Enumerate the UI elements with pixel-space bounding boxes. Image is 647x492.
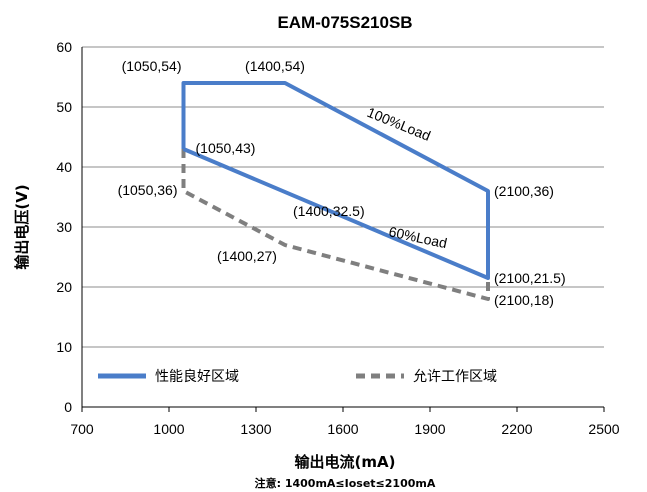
- x-tick-label: 1000: [153, 421, 184, 437]
- legend: 性能良好区域 允许工作区域: [98, 369, 497, 385]
- axes: [81, 47, 605, 412]
- point-annotation: (1050,54): [122, 58, 182, 74]
- y-tick-label: 0: [64, 399, 72, 415]
- legend-label-allowed: 允许工作区域: [413, 369, 497, 385]
- chart-note: 注意: 1400mA≤Ioset≤2100mA: [255, 476, 436, 490]
- y-tick-label: 40: [56, 159, 72, 175]
- series-lines: [181, 81, 490, 301]
- series-line-good-area: [181, 81, 490, 280]
- x-axis-label: 输出电流(mA): [295, 453, 396, 471]
- point-annotation: (1400,32.5): [293, 203, 365, 219]
- point-annotation: (2100,21.5): [494, 270, 566, 286]
- y-tick-label: 50: [56, 99, 72, 115]
- curve-label-100: 100%Load: [365, 104, 433, 144]
- x-tick-label: 2500: [588, 421, 619, 437]
- y-tick-label: 10: [56, 339, 72, 355]
- point-annotation: (1050,36): [118, 182, 178, 198]
- point-annotation: (1400,27): [217, 248, 277, 264]
- grid: [82, 46, 604, 348]
- x-tick-labels: 700 1000 1300 1600 1900 2200 2500: [70, 421, 619, 437]
- y-tick-label: 20: [56, 279, 72, 295]
- y-tick-label: 60: [56, 39, 72, 55]
- point-annotation: (2100,18): [494, 292, 554, 308]
- point-annotation: (1050,43): [196, 140, 256, 156]
- series-line-allowed-area: [181, 149, 490, 301]
- y-tick-labels: 0 10 20 30 40 50 60: [56, 39, 72, 415]
- chart-title: EAM-075S210SB: [277, 13, 412, 32]
- legend-label-good: 性能良好区域: [155, 369, 239, 385]
- x-tick-label: 1900: [414, 421, 445, 437]
- x-tick-label: 700: [70, 421, 94, 437]
- y-tick-label: 30: [56, 219, 72, 235]
- x-tick-label: 1600: [327, 421, 358, 437]
- y-axis-label: 输出电压(V): [13, 184, 31, 269]
- annotations: (1050,54) (1400,54) (1050,43) (1050,36) (140…: [118, 58, 566, 308]
- point-annotation: (2100,36): [494, 183, 554, 199]
- x-tick-label: 1300: [240, 421, 271, 437]
- x-tick-label: 2200: [501, 421, 532, 437]
- point-annotation: (1400,54): [245, 58, 305, 74]
